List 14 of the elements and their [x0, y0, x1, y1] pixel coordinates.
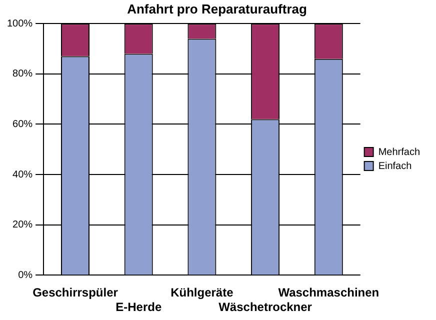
y-tick-label: 80%: [12, 68, 33, 80]
x-tick-label: Waschmaschinen: [278, 286, 380, 300]
x-tick-label: Wäschetrockner: [218, 300, 312, 314]
legend-label: Einfach: [378, 160, 412, 172]
y-tick-label: 20%: [12, 220, 33, 231]
x-tick-label: Kühlgeräte: [170, 286, 234, 300]
legend-label: Mehrfach: [378, 146, 420, 158]
y-tick-label: 0%: [18, 270, 33, 281]
y-tick-label: 60%: [12, 118, 33, 130]
y-tick-label: 40%: [12, 169, 33, 180]
x-tick-label: E-Herde: [116, 300, 162, 314]
y-tick-label: 100%: [7, 18, 33, 30]
chart-title: Anfahrt pro Reparaturauftrag: [127, 1, 307, 16]
x-tick-label: Geschirrspüler: [32, 286, 118, 300]
